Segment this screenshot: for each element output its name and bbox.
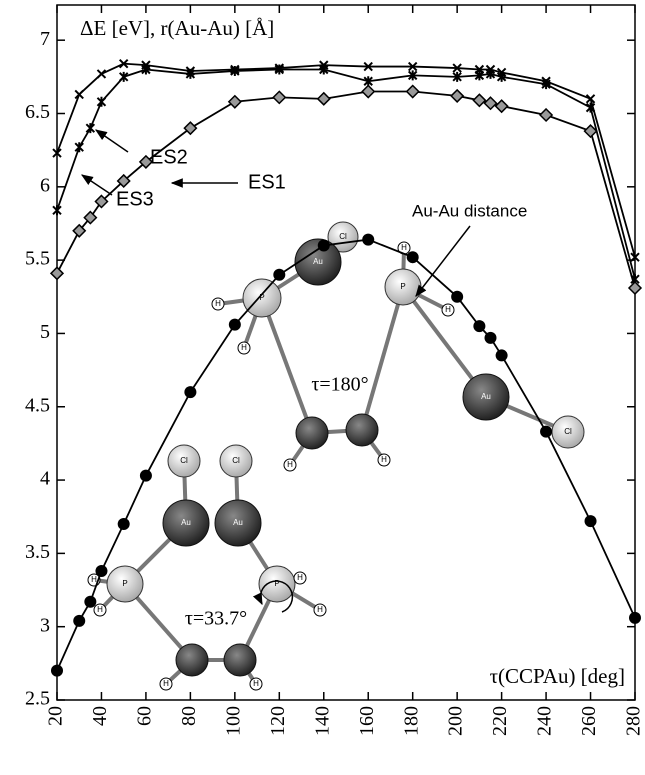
point bbox=[496, 349, 508, 361]
series-label: ES2 bbox=[150, 146, 188, 168]
point bbox=[86, 123, 94, 133]
atom-label: H bbox=[97, 605, 103, 614]
point bbox=[95, 565, 107, 577]
atom-label: Au bbox=[233, 518, 243, 527]
x-tick-label: 280 bbox=[623, 706, 645, 736]
y-tick-label: 4 bbox=[40, 468, 50, 490]
point bbox=[53, 205, 61, 215]
annotation: τ=180° bbox=[311, 374, 368, 396]
x-tick-label: 40 bbox=[89, 706, 111, 726]
point bbox=[451, 291, 463, 303]
y-tick-label: 6.5 bbox=[25, 101, 50, 123]
point bbox=[540, 426, 552, 438]
x-tick-label: 200 bbox=[445, 706, 467, 736]
point bbox=[407, 251, 419, 263]
point bbox=[75, 90, 83, 98]
point bbox=[51, 267, 63, 279]
y-tick-label: 3.5 bbox=[25, 541, 50, 563]
point bbox=[629, 282, 641, 294]
x-tick-label: 220 bbox=[489, 706, 511, 736]
x-tick-label: 20 bbox=[45, 706, 67, 726]
point bbox=[84, 596, 96, 608]
y-tick-label: 5.5 bbox=[25, 248, 50, 270]
atom-label: H bbox=[381, 455, 387, 464]
atom-label: P bbox=[122, 579, 127, 588]
point bbox=[318, 239, 330, 251]
point bbox=[362, 86, 374, 98]
y-tick-label: 5 bbox=[40, 321, 50, 343]
point bbox=[97, 70, 105, 78]
point bbox=[485, 97, 497, 109]
molecule-33: Cl Cl Au Au P P τ=33.7° bbox=[88, 445, 326, 690]
atom-label: H bbox=[287, 460, 293, 469]
y-tick-label: 7 bbox=[40, 28, 50, 50]
point bbox=[473, 320, 485, 332]
point bbox=[585, 515, 597, 527]
point bbox=[51, 665, 63, 677]
series-label: ES1 bbox=[248, 171, 286, 193]
x-tick-label: 100 bbox=[222, 706, 244, 736]
x-tick-label: 260 bbox=[578, 706, 600, 736]
label-arrow bbox=[96, 130, 128, 152]
x-tick-label: 240 bbox=[534, 706, 556, 736]
chart: ΔE [eV], r(Au-Au) [Å] τ(CCPAu) [deg] Cl … bbox=[0, 0, 645, 775]
point bbox=[496, 100, 508, 112]
point bbox=[273, 269, 285, 281]
atom-label: H bbox=[401, 243, 407, 252]
atom-label: Au bbox=[313, 257, 323, 266]
y-axis-label: ΔE [eV], r(Au-Au) [Å] bbox=[80, 16, 274, 40]
point bbox=[118, 518, 130, 530]
point bbox=[75, 142, 83, 152]
point bbox=[229, 96, 241, 108]
x-tick-label: 180 bbox=[400, 706, 422, 736]
x-tick-label: 80 bbox=[178, 706, 200, 726]
point bbox=[451, 90, 463, 102]
atom-label: H bbox=[241, 343, 247, 352]
point bbox=[73, 615, 85, 627]
atom-label: H bbox=[163, 679, 169, 688]
label-arrow bbox=[416, 226, 470, 296]
series-label: ES3 bbox=[116, 188, 154, 210]
plot-frame bbox=[57, 5, 635, 700]
atom-label: H bbox=[297, 573, 303, 582]
y-tick-label: 3 bbox=[40, 614, 50, 636]
x-tick-label: 160 bbox=[356, 706, 378, 736]
point bbox=[97, 97, 105, 107]
series-label: Au-Au distance bbox=[412, 201, 527, 220]
atom-label: Cl bbox=[339, 232, 347, 241]
point bbox=[473, 94, 485, 106]
x-tick-label: 60 bbox=[134, 706, 156, 726]
x-tick-label: 140 bbox=[311, 706, 333, 736]
x-tick-label: 120 bbox=[267, 706, 289, 736]
atom-label: H bbox=[91, 575, 97, 584]
atom-label: Au bbox=[181, 518, 191, 527]
point bbox=[407, 86, 419, 98]
point bbox=[140, 470, 152, 482]
x-axis-label: τ(CCPAu) [deg] bbox=[490, 664, 625, 688]
point bbox=[629, 612, 641, 624]
y-tick-label: 4.5 bbox=[25, 394, 50, 416]
point bbox=[184, 386, 196, 398]
point bbox=[485, 332, 497, 344]
atom-label: H bbox=[445, 305, 451, 314]
y-tick-label: 6 bbox=[40, 174, 50, 196]
point bbox=[229, 319, 241, 331]
point bbox=[318, 93, 330, 105]
point bbox=[540, 109, 552, 121]
annotation: τ=33.7° bbox=[185, 608, 247, 630]
atom-label: Cl bbox=[232, 456, 240, 465]
atom-label: H bbox=[215, 299, 221, 308]
atom-label: P bbox=[400, 282, 405, 291]
point bbox=[273, 91, 285, 103]
label-arrow bbox=[82, 175, 112, 195]
point bbox=[362, 234, 374, 246]
atom-label: Cl bbox=[564, 427, 572, 436]
atom-label: H bbox=[253, 679, 259, 688]
atom-label: Au bbox=[481, 392, 491, 401]
molecule-180: Cl Au P P Au Cl τ=180° bbox=[212, 222, 584, 471]
atom-label: P bbox=[274, 579, 279, 588]
atom-label: H bbox=[317, 605, 323, 614]
atom-label: Cl bbox=[180, 456, 188, 465]
